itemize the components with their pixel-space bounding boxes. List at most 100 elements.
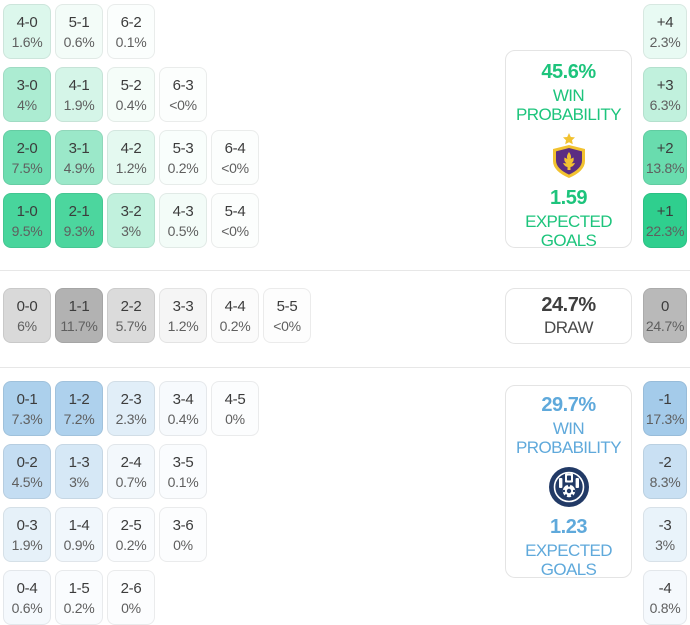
probability-label: 0.2% [219,317,251,334]
away-expected-goals-label: EXPECTED GOALS [525,541,612,580]
draw-label: DRAW [544,318,594,338]
away-score-cell-1-3[interactable]: 1-3 3% [55,444,103,499]
probability-label: 0.1% [115,33,147,50]
away-win-probability-label: WIN PROBABILITY [516,419,621,458]
score-label: 4-4 [224,297,246,315]
separator-draw-away [0,367,690,368]
away-score-cell-0-3[interactable]: 0-3 1.9% [3,507,51,562]
probability-label: <0% [273,317,301,334]
home-score-cell-4-0[interactable]: 4-0 1.6% [3,4,51,59]
home-goal-margin-cell-+4[interactable]: +4 2.3% [643,4,687,59]
probability-label: 0% [121,599,141,616]
home-score-cell-5-3[interactable]: 5-3 0.2% [159,130,207,185]
home-score-cell-3-1[interactable]: 3-1 4.9% [55,130,103,185]
home-score-cell-2-1[interactable]: 2-1 9.3% [55,193,103,248]
score-label: 4-2 [120,139,142,157]
score-label: 4-3 [172,202,194,220]
away-score-cell-0-4[interactable]: 0-4 0.6% [3,570,51,625]
away-win-section: 0-1 7.3% 1-2 7.2% 2-3 2.3% 3-4 0.4% 4-5 0% -1 17.3%… [0,368,690,625]
home-goal-margin-cell-+3[interactable]: +3 6.3% [643,67,687,122]
score-label: 6-4 [224,139,246,157]
probability-label: 2.3% [115,410,147,427]
score-label: 2-1 [68,202,90,220]
draw-goal-margin-cell-0[interactable]: 0 24.7% [643,288,687,343]
home-goal-margin-cell-+1[interactable]: +1 22.3% [643,193,687,248]
home-score-cell-6-4[interactable]: 6-4 <0% [211,130,259,185]
score-label: 0-2 [16,453,38,471]
draw-score-cell-2-2[interactable]: 2-2 5.7% [107,288,155,343]
away-score-cell-3-5[interactable]: 3-5 0.1% [159,444,207,499]
draw-score-row-0: 0-0 6% 1-1 11.7% 2-2 5.7% 3-3 1.2% 4-4 0.2% 5-5 <0%… [0,288,690,343]
away-goal-margin-cell--4[interactable]: -4 0.8% [643,570,687,625]
home-score-cell-4-3[interactable]: 4-3 0.5% [159,193,207,248]
probability-label: 22.3% [645,222,685,239]
home-score-cell-5-1[interactable]: 5-1 0.6% [55,4,103,59]
away-score-cell-2-3[interactable]: 2-3 2.3% [107,381,155,436]
away-goal-margin-cell--2[interactable]: -2 8.3% [643,444,687,499]
away-score-cell-3-6[interactable]: 3-6 0% [159,507,207,562]
away-score-cell-1-5[interactable]: 1-5 0.2% [55,570,103,625]
score-label: 0 [660,297,670,315]
home-score-cell-6-2[interactable]: 6-2 0.1% [107,4,155,59]
score-label: 2-6 [120,579,142,597]
draw-score-cell-1-1[interactable]: 1-1 11.7% [55,288,103,343]
away-goal-margin-cell--3[interactable]: -3 3% [643,507,687,562]
home-score-cell-3-0[interactable]: 3-0 4% [3,67,51,122]
draw-score-cell-5-5[interactable]: 5-5 <0% [263,288,311,343]
probability-label: 0.1% [167,473,199,490]
away-score-cell-2-4[interactable]: 2-4 0.7% [107,444,155,499]
probability-label: 0.9% [63,536,95,553]
away-score-cell-1-4[interactable]: 1-4 0.9% [55,507,103,562]
away-score-cell-3-4[interactable]: 3-4 0.4% [159,381,207,436]
away-score-row-0: 0-1 7.3% 1-2 7.2% 2-3 2.3% 3-4 0.4% 4-5 0% -1 17.3% [0,381,690,436]
home-score-row-3: 1-0 9.5% 2-1 9.3% 3-2 3% 4-3 0.5% 5-4 <0% +1 22.3% [0,193,690,248]
away-win-panel: 29.7% WIN PROBABILITY 1.23 [505,385,632,580]
probability-label: 5.7% [115,317,147,334]
probability-label: 4.9% [63,159,95,176]
score-label: 3-0 [16,76,38,94]
draw-score-cell-4-4[interactable]: 4-4 0.2% [211,288,259,343]
home-score-cell-4-2[interactable]: 4-2 1.2% [107,130,155,185]
home-score-cell-1-0[interactable]: 1-0 9.5% [3,193,51,248]
home-score-cell-2-0[interactable]: 2-0 7.5% [3,130,51,185]
probability-label: 0.2% [63,599,95,616]
away-score-row-2: 0-3 1.9% 1-4 0.9% 2-5 0.2% 3-6 0% -3 3% [0,507,690,562]
score-label: 1-0 [16,202,38,220]
score-label: 5-4 [224,202,246,220]
home-score-cell-6-3[interactable]: 6-3 <0% [159,67,207,122]
home-score-cell-5-2[interactable]: 5-2 0.4% [107,67,155,122]
home-score-cell-5-4[interactable]: 5-4 <0% [211,193,259,248]
away-score-cell-0-2[interactable]: 0-2 4.5% [3,444,51,499]
probability-label: <0% [169,96,197,113]
score-label: 3-1 [68,139,90,157]
home-expected-goals-value: 1.59 [550,187,587,210]
draw-score-cell-0-0[interactable]: 0-0 6% [3,288,51,343]
away-score-cell-4-5[interactable]: 4-5 0% [211,381,259,436]
score-label: 2-0 [16,139,38,157]
home-score-cell-3-2[interactable]: 3-2 3% [107,193,155,248]
home-win-probability-label: WIN PROBABILITY [516,86,621,125]
score-label: -3 [658,516,672,534]
away-team-crest-icon [546,466,592,508]
score-label: 3-5 [172,453,194,471]
probability-label: 0% [173,536,193,553]
home-score-cell-4-1[interactable]: 4-1 1.9% [55,67,103,122]
away-expected-goals-value: 1.23 [550,516,587,539]
away-score-cell-2-5[interactable]: 2-5 0.2% [107,507,155,562]
draw-score-cell-3-3[interactable]: 3-3 1.2% [159,288,207,343]
probability-label: 0% [225,410,245,427]
score-label: 1-4 [68,516,90,534]
probability-label: 0.7% [115,473,147,490]
probability-label: 0.4% [115,96,147,113]
probability-label: 3% [655,536,675,553]
probability-label: 9.3% [63,222,95,239]
home-goal-margin-cell-+2[interactable]: +2 13.8% [643,130,687,185]
away-score-cell-2-6[interactable]: 2-6 0% [107,570,155,625]
draw-probability-value: 24.7% [541,294,596,317]
away-score-cell-0-1[interactable]: 0-1 7.3% [3,381,51,436]
probability-label: 1.2% [115,159,147,176]
away-goal-margin-cell--1[interactable]: -1 17.3% [643,381,687,436]
probability-label: 24.7% [645,317,685,334]
probability-label: 8.3% [649,473,681,490]
away-score-cell-1-2[interactable]: 1-2 7.2% [55,381,103,436]
